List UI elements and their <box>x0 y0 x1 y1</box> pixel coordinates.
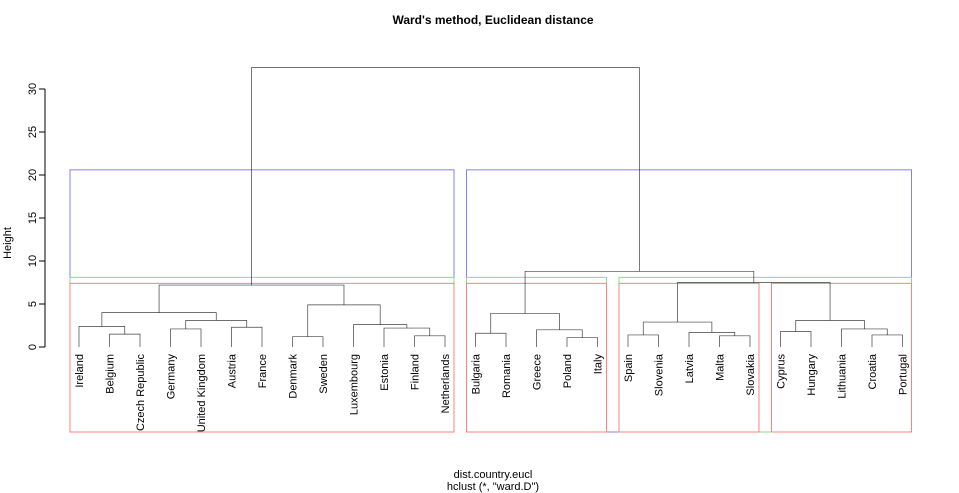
leaf-label: Germany <box>166 354 178 400</box>
dendrogram-branch <box>101 312 217 327</box>
dendrogram-branch <box>677 282 831 323</box>
leaf-label: Malta <box>715 353 727 381</box>
leaf-label: Portugal <box>898 354 910 395</box>
dendrogram-branch <box>490 313 560 334</box>
leaf-label: Spain <box>623 354 635 382</box>
leaf-label: Lithuania <box>837 353 849 399</box>
dendrogram-branch <box>292 336 324 347</box>
leaf-label: Latvia <box>684 353 696 383</box>
dendrogram-branch <box>688 332 736 347</box>
dendrogram-branch <box>231 326 263 347</box>
dendrogram-branch <box>78 326 126 347</box>
cluster-rect-k4 <box>69 282 455 433</box>
dendrogram-branch <box>158 284 345 313</box>
leaf-label: Sweden <box>318 354 330 394</box>
leaf-label: Romania <box>501 353 513 398</box>
dendrogram-branch <box>780 331 812 347</box>
leaf-label: Ireland <box>74 354 86 388</box>
dendrogram-branch <box>251 67 640 286</box>
dendrogram-tree <box>78 67 903 347</box>
y-axis: 0 5 10 15 20 25 30 <box>27 83 46 350</box>
dendrogram-branch <box>170 328 202 347</box>
leaf-label: Bulgaria <box>471 353 483 394</box>
y-axis-label: Height <box>2 227 14 259</box>
leaf-label: Finland <box>410 354 422 390</box>
dendrogram-branch <box>795 319 865 332</box>
leaf-label: Croatia <box>867 353 879 389</box>
leaf-label: Denmark <box>288 354 300 399</box>
leaf-label: Belgium <box>105 354 117 394</box>
dendrogram-branch <box>307 304 381 337</box>
leaf-label: Slovenia <box>654 353 666 396</box>
y-tick-label: 5 <box>27 301 39 307</box>
dendrogram-branch <box>383 327 431 347</box>
y-tick-label: 15 <box>27 212 39 224</box>
y-tick-label: 25 <box>27 126 39 138</box>
dendrogram-branch <box>642 321 713 335</box>
dendrogram-branch <box>475 332 507 347</box>
dendrogram-branch <box>109 333 141 347</box>
cluster-rectangles <box>69 169 912 433</box>
leaf-labels: Ireland Belgium Czech Republic Germany Unite… <box>74 353 910 432</box>
y-tick-label: 20 <box>27 169 39 181</box>
dendrogram-branch <box>627 334 659 347</box>
cluster-rect-k4 <box>618 282 760 433</box>
dendrogram-branch <box>719 335 751 347</box>
leaf-label: Poland <box>562 354 574 388</box>
cluster-rect-k2 <box>69 169 455 433</box>
leaf-label: Italy <box>593 354 605 375</box>
dendrogram-branch <box>871 334 903 347</box>
leaf-label: France <box>257 354 269 388</box>
dendrogram-branch <box>841 328 888 347</box>
leaf-label: Estonia <box>379 353 391 391</box>
x-axis-sublabel: hclust (*, "ward.D") <box>447 481 539 493</box>
y-tick-label: 0 <box>27 344 39 350</box>
leaf-label: Cyprus <box>776 354 788 389</box>
leaf-label: Slovakia <box>745 353 757 395</box>
dendrogram-branch <box>185 319 248 329</box>
leaf-label: Czech Republic <box>135 354 147 432</box>
leaf-label: Greece <box>532 354 544 390</box>
y-tick-label: 10 <box>27 255 39 267</box>
dendrogram-branch <box>414 335 446 347</box>
cluster-rect-k4 <box>466 282 607 433</box>
dendrogram-branch <box>566 337 598 347</box>
y-tick-label: 30 <box>27 83 39 95</box>
dendrogram-branch <box>536 329 583 347</box>
leaf-label: Netherlands <box>440 354 452 414</box>
leaf-label: Luxembourg <box>349 354 361 415</box>
leaf-label: Austria <box>227 353 239 388</box>
cluster-rect-k4 <box>771 282 912 433</box>
x-axis-label: dist.country.eucl <box>454 469 533 481</box>
chart-title: Ward's method, Euclidean distance <box>392 13 593 27</box>
leaf-label: Hungary <box>806 354 818 396</box>
leaf-label: United Kingdom <box>196 354 208 432</box>
